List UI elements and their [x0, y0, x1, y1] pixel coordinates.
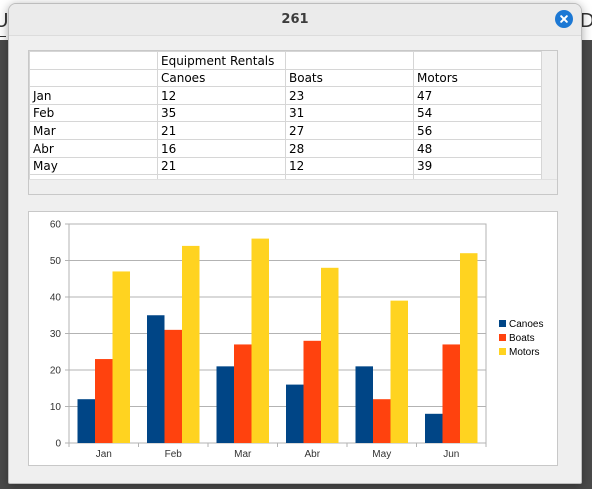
bar-canoes-jun: [425, 413, 443, 443]
table-cell-empty[interactable]: [285, 51, 414, 70]
table-cell[interactable]: 31: [285, 103, 414, 123]
table-row-header[interactable]: Jan: [29, 86, 158, 105]
table-row-header[interactable]: May: [29, 156, 158, 176]
table-bottom-strip: [29, 179, 557, 194]
table-cell[interactable]: 16: [157, 138, 286, 158]
bar-motors-feb: [182, 245, 200, 443]
chart-panel: 0 10 20 30 40 50 60 Jan Feb Mar Abr May Jun Canoes Boa…: [28, 211, 558, 466]
bar-canoes-abr: [286, 384, 304, 443]
legend-swatch-canoes: [499, 320, 506, 327]
chart-dialog-window: 261 Equipment Rentals Canoes Boats Motors Ja…: [8, 3, 582, 484]
bar-motors-mar: [251, 238, 269, 443]
data-table: Equipment Rentals Canoes Boats Motors Jan 12 2…: [29, 51, 542, 193]
table-cell[interactable]: 12: [285, 156, 414, 176]
close-icon[interactable]: [555, 10, 573, 28]
bar-motors-jan: [112, 271, 130, 443]
background-text-fragment-left: U: [0, 10, 9, 32]
x-tick-label: Feb: [165, 449, 183, 460]
table-cell[interactable]: 47: [413, 86, 542, 105]
table-header-row: Canoes Boats Motors: [29, 68, 542, 88]
table-cell-empty[interactable]: [29, 51, 158, 70]
table-row: Feb 35 31 54: [29, 103, 542, 123]
y-tick-label: 0: [55, 439, 61, 450]
bar-motors-jun: [460, 253, 478, 443]
table-cell[interactable]: 56: [413, 121, 542, 140]
table-row: May 21 12 39: [29, 156, 542, 176]
table-row: Mar 21 27 56: [29, 121, 542, 140]
table-cell[interactable]: 48: [413, 138, 542, 158]
bar-motors-abr: [321, 267, 339, 443]
bar-boats-may: [373, 399, 391, 443]
table-row-header[interactable]: Abr: [29, 138, 158, 158]
bar-boats-abr: [303, 340, 321, 443]
table-column-header[interactable]: Motors: [413, 68, 542, 88]
y-tick-label: 10: [50, 402, 62, 413]
legend-label-canoes: Canoes: [509, 319, 543, 330]
table-cell[interactable]: 21: [157, 156, 286, 176]
bar-boats-jan: [95, 359, 113, 443]
table-cell[interactable]: 23: [285, 86, 414, 105]
bar-canoes-may: [355, 366, 373, 443]
background-text-fragment-right: D: [580, 10, 592, 32]
titlebar[interactable]: 261: [9, 4, 581, 36]
legend-label-motors: Motors: [509, 347, 540, 358]
table-cell[interactable]: 35: [157, 103, 286, 123]
table-cell[interactable]: 12: [157, 86, 286, 105]
x-tick-label: Jun: [443, 449, 459, 460]
table-cell[interactable]: 54: [413, 103, 542, 123]
table-column-header[interactable]: Boats: [285, 68, 414, 88]
window-title: 261: [281, 12, 309, 27]
x-tick-label: Mar: [234, 449, 252, 460]
table-cell[interactable]: 39: [413, 156, 542, 176]
legend-swatch-motors: [499, 348, 506, 355]
bar-boats-feb: [164, 329, 182, 443]
table-row: Jan 12 23 47: [29, 86, 542, 105]
table-row-header[interactable]: Feb: [29, 103, 158, 123]
x-tick-label: May: [372, 449, 391, 460]
data-table-panel: Equipment Rentals Canoes Boats Motors Jan 12 2…: [28, 50, 558, 195]
bar-chart: 0 10 20 30 40 50 60 Jan Feb Mar Abr May Jun Canoes Boa…: [50, 220, 544, 461]
bar-canoes-feb: [147, 315, 165, 443]
table-column-header[interactable]: [29, 68, 158, 88]
bar-boats-mar: [234, 344, 252, 443]
y-tick-label: 40: [50, 293, 62, 304]
table-group-header[interactable]: Equipment Rentals: [157, 51, 286, 70]
y-tick-label: 30: [50, 329, 62, 340]
legend-swatch-boats: [499, 334, 506, 341]
table-cell[interactable]: 28: [285, 138, 414, 158]
table-group-header-row: Equipment Rentals: [29, 51, 542, 70]
bar-canoes-mar: [216, 366, 234, 443]
table-row-header[interactable]: Mar: [29, 121, 158, 140]
table-column-header[interactable]: Canoes: [157, 68, 286, 88]
y-tick-label: 50: [50, 256, 62, 267]
table-cell[interactable]: 27: [285, 121, 414, 140]
bar-canoes-jan: [77, 399, 95, 443]
background-underline: [0, 36, 6, 37]
table-scrollbar[interactable]: [541, 51, 557, 194]
x-tick-label: Abr: [304, 449, 320, 460]
table-cell[interactable]: 21: [157, 121, 286, 140]
y-tick-label: 60: [50, 220, 62, 231]
bar-motors-may: [390, 300, 408, 443]
legend-label-boats: Boats: [509, 333, 535, 344]
table-row: Abr 16 28 48: [29, 138, 542, 158]
x-tick-label: Jan: [96, 449, 112, 460]
y-tick-label: 20: [50, 366, 62, 377]
table-cell-empty[interactable]: [413, 51, 542, 70]
bar-boats-jun: [442, 344, 460, 443]
